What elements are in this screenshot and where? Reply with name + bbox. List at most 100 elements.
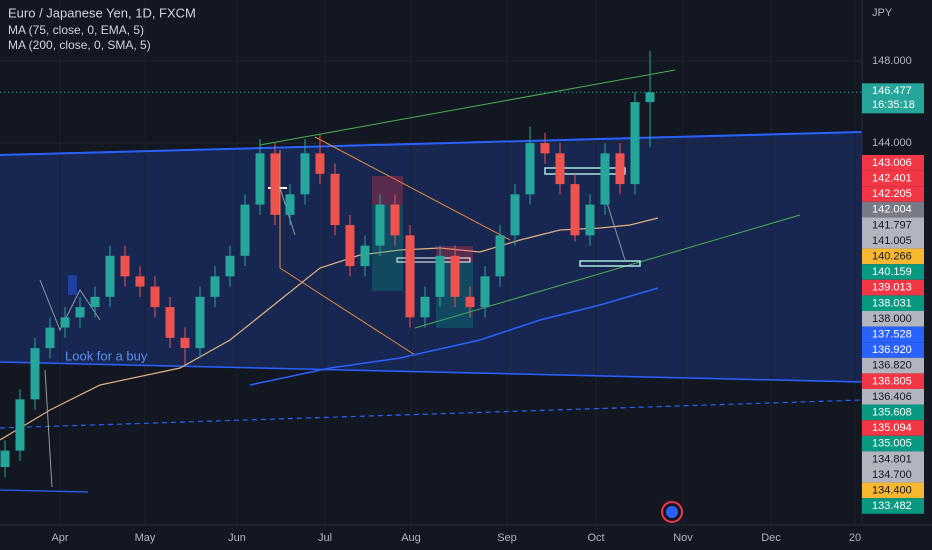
price-badge bbox=[862, 186, 924, 202]
price-badge-label: 136.920 bbox=[872, 344, 912, 356]
candles bbox=[0, 50, 655, 478]
price-badge bbox=[862, 295, 924, 311]
arrow bbox=[39, 279, 101, 332]
candle-body bbox=[480, 276, 490, 308]
trend-upper bbox=[259, 69, 676, 146]
candle-body bbox=[360, 245, 370, 267]
x-tick-label: Sep bbox=[497, 532, 517, 544]
price-badge-label: 142.205 bbox=[872, 188, 912, 200]
candle-body bbox=[540, 143, 550, 154]
x-tick-label: Jun bbox=[228, 532, 246, 544]
price-badge bbox=[862, 404, 924, 421]
candle-body bbox=[210, 276, 220, 297]
price-badge bbox=[862, 326, 924, 343]
price-badge-label: 136.406 bbox=[872, 391, 912, 403]
last-price: 146.477 bbox=[872, 85, 912, 97]
level-box bbox=[579, 260, 641, 267]
arrow bbox=[44, 369, 53, 488]
candle-body bbox=[255, 153, 265, 205]
x-tick-label: Aug bbox=[401, 532, 421, 544]
candle-body bbox=[630, 102, 640, 185]
candle-body bbox=[420, 296, 430, 318]
price-badge-label: 135.608 bbox=[872, 407, 912, 419]
short-line bbox=[0, 489, 89, 493]
x-tick-label: Nov bbox=[673, 532, 693, 544]
position-loss bbox=[372, 176, 403, 205]
price-badge bbox=[862, 482, 924, 499]
candle-body bbox=[135, 276, 145, 287]
candle-body bbox=[450, 255, 460, 297]
candle-body bbox=[405, 235, 415, 318]
x-tick-label: May bbox=[135, 532, 156, 544]
price-badge-label: 133.482 bbox=[872, 500, 912, 512]
indicator: MA (75, close, 0, EMA, 5) bbox=[8, 23, 144, 37]
price-badge-label: 140.266 bbox=[872, 251, 912, 263]
candle-body bbox=[345, 225, 355, 267]
last-price-badge bbox=[862, 83, 924, 114]
channel-bottom bbox=[0, 361, 863, 383]
price-badge-label: 135.094 bbox=[872, 422, 912, 434]
candle-body bbox=[240, 204, 250, 256]
candle-body bbox=[525, 143, 535, 195]
candle-body bbox=[90, 296, 100, 308]
price-badge bbox=[862, 264, 924, 280]
candle-body bbox=[315, 153, 325, 174]
candle-body bbox=[195, 296, 205, 349]
price-badge bbox=[862, 155, 924, 171]
event-icon[interactable] bbox=[661, 501, 683, 523]
price-badge-label: 136.805 bbox=[872, 375, 912, 387]
price-badge-label: 138.031 bbox=[872, 297, 912, 309]
candle-body bbox=[495, 235, 505, 277]
price-badge bbox=[862, 279, 924, 296]
price-badge bbox=[862, 311, 924, 327]
price-badge bbox=[862, 357, 924, 374]
currency: JPY bbox=[872, 7, 893, 19]
price-badge-label: 138.000 bbox=[872, 313, 912, 325]
price-badge-label: 142.004 bbox=[872, 204, 912, 216]
y-tick-label: 148.000 bbox=[872, 55, 912, 67]
price-badge-label: 136.820 bbox=[872, 360, 912, 372]
y-tick-label: 144.000 bbox=[872, 137, 912, 149]
candle-body bbox=[15, 399, 25, 451]
candle-body bbox=[150, 286, 160, 308]
price-badge-label: 134.700 bbox=[872, 469, 912, 481]
candle-body bbox=[0, 450, 10, 467]
channel-fill bbox=[0, 132, 862, 382]
x-tick-label: Apr bbox=[51, 532, 68, 544]
x-tick-label: 20 bbox=[849, 532, 861, 544]
candle-body bbox=[600, 153, 610, 205]
candle-body bbox=[60, 317, 70, 328]
candle-body bbox=[300, 153, 310, 195]
candle-body bbox=[570, 184, 580, 236]
candle-body bbox=[270, 153, 280, 215]
trend-lower bbox=[414, 214, 801, 329]
drawings bbox=[0, 69, 863, 493]
price-badge bbox=[862, 435, 924, 452]
price-badge-label: 134.801 bbox=[872, 453, 912, 465]
candle-body bbox=[510, 194, 520, 236]
level-box bbox=[544, 167, 626, 175]
annotation: Look for a buy bbox=[65, 348, 148, 363]
candle-body bbox=[45, 327, 55, 349]
candle-body bbox=[375, 204, 385, 246]
candle-body bbox=[465, 296, 475, 308]
x-tick-label: Jul bbox=[318, 532, 332, 544]
price-badge bbox=[862, 420, 924, 436]
price-badge bbox=[862, 248, 924, 265]
price-badge-label: 142.401 bbox=[872, 173, 912, 185]
level-box bbox=[396, 257, 471, 263]
price-badge bbox=[862, 201, 924, 218]
candle-body bbox=[615, 153, 625, 185]
price-badge-label: 137.528 bbox=[872, 329, 912, 341]
candle-body bbox=[75, 307, 85, 318]
candle-body bbox=[390, 204, 400, 236]
sma-line bbox=[249, 287, 659, 386]
candle-body bbox=[645, 92, 655, 103]
price-badge bbox=[862, 451, 924, 467]
event-icon-inner bbox=[666, 506, 678, 518]
price-badge-label: 135.005 bbox=[872, 438, 912, 450]
price-badge-label: 141.005 bbox=[872, 235, 912, 247]
candle-body bbox=[555, 153, 565, 185]
price-badge-label: 139.013 bbox=[872, 282, 912, 294]
price-badge-label: 143.006 bbox=[872, 157, 912, 169]
